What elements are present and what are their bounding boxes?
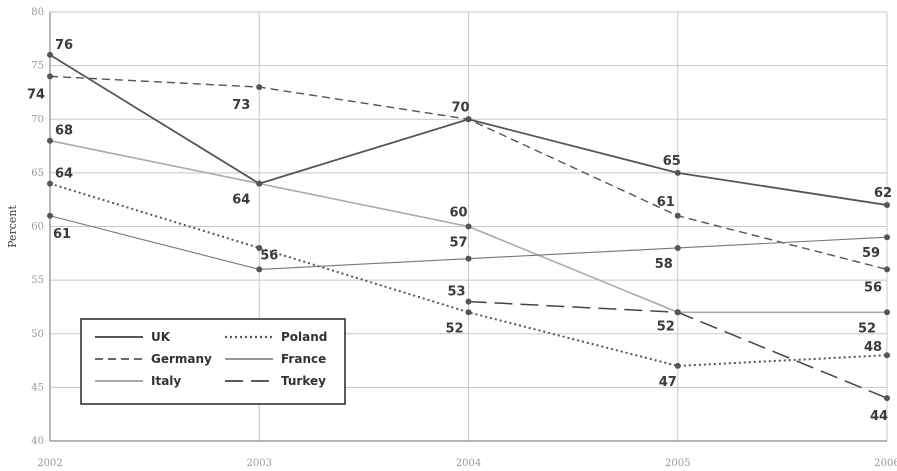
legend-box (80, 318, 346, 405)
data-label-germany: 61 (657, 195, 675, 210)
data-point-turkey (884, 395, 890, 402)
y-tick-label: 40 (31, 436, 44, 447)
data-point-france (465, 255, 472, 262)
data-point-uk (47, 51, 53, 58)
data-point-italy (465, 223, 472, 230)
y-tick-label: 55 (31, 275, 44, 286)
data-label-france: 59 (862, 246, 880, 261)
data-label-poland: 52 (445, 321, 463, 336)
data-label-uk: 62 (874, 186, 892, 201)
legend-label-turkey: Turkey (281, 374, 326, 388)
data-point-poland (884, 352, 890, 359)
data-label-italy: 68 (55, 124, 73, 139)
data-point-germany (47, 73, 53, 80)
data-labels: 76 64 70 65 62 74 73 61 56 68 60 52 52 64 52 47 48 61 56 57… (27, 38, 892, 424)
series-lines (47, 51, 890, 402)
legend-label-france: France (281, 352, 326, 366)
data-point-germany (465, 116, 472, 123)
data-label-france: 56 (260, 248, 278, 263)
data-label-italy: 52 (858, 321, 876, 336)
x-tick-label: 2005 (665, 458, 690, 469)
data-label-uk: 64 (232, 193, 250, 208)
legend-label-italy: Italy (151, 374, 181, 388)
x-tick-label: 2002 (37, 458, 62, 469)
y-tick-label: 50 (31, 329, 44, 340)
data-point-france (674, 244, 681, 251)
data-point-uk (674, 169, 681, 176)
data-point-germany (884, 266, 890, 273)
axes: 40 45 50 55 60 65 70 75 80 2002 2003 2004 2005 2006 (31, 7, 897, 469)
x-tick-label: 2004 (456, 458, 481, 469)
legend-label-germany: Germany (151, 352, 212, 366)
data-point-turkey (674, 309, 681, 316)
data-label-turkey: 44 (870, 409, 888, 424)
data-point-france (47, 212, 53, 219)
data-label-turkey: 53 (447, 285, 465, 300)
data-point-germany (674, 212, 681, 219)
series-line-poland (49, 182, 888, 367)
data-label-germany: 74 (27, 87, 45, 102)
data-label-uk: 70 (451, 100, 469, 115)
y-tick-label: 60 (31, 222, 44, 233)
data-point-poland (47, 180, 53, 187)
x-tick-label: 2003 (247, 458, 272, 469)
data-label-germany: 73 (232, 98, 250, 113)
legend: UK Germany Italy Poland France Turkey (80, 318, 346, 405)
data-label-uk: 65 (663, 154, 681, 169)
data-label-france: 57 (449, 236, 467, 251)
data-point-poland (256, 244, 263, 251)
y-tick-label: 70 (31, 114, 44, 125)
data-point-france (884, 234, 890, 241)
legend-label-uk: UK (151, 330, 171, 344)
data-label-italy: 52 (657, 319, 675, 334)
data-point-france (256, 266, 263, 273)
y-tick-label: 80 (31, 7, 44, 18)
y-tick-label: 45 (31, 382, 44, 393)
data-point-poland (674, 362, 681, 369)
data-label-france: 61 (53, 227, 71, 242)
data-point-uk (884, 202, 890, 209)
x-tick-label: 2006 (874, 458, 897, 469)
legend-label-poland: Poland (281, 330, 327, 344)
y-axis-label: Percent (6, 204, 19, 247)
data-point-italy (256, 180, 263, 187)
data-point-germany (256, 84, 263, 91)
data-point-italy (47, 137, 53, 144)
data-point-turkey (465, 298, 472, 305)
data-label-poland: 64 (55, 167, 73, 182)
data-label-france: 58 (655, 257, 673, 272)
data-label-poland: 47 (659, 375, 677, 390)
y-tick-label: 75 (31, 61, 44, 72)
data-label-uk: 76 (55, 38, 73, 53)
data-label-germany: 56 (864, 280, 882, 295)
data-label-poland: 48 (864, 340, 882, 355)
data-point-poland (465, 309, 472, 316)
data-label-italy: 60 (449, 206, 467, 221)
y-tick-label: 65 (31, 168, 44, 179)
data-point-italy (884, 309, 890, 316)
